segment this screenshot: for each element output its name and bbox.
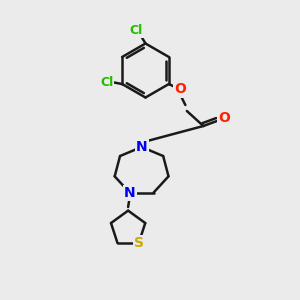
Text: O: O <box>218 112 230 125</box>
Text: Cl: Cl <box>130 24 143 38</box>
Text: Cl: Cl <box>100 76 113 89</box>
Text: N: N <box>124 186 135 200</box>
Text: N: N <box>136 140 147 154</box>
Text: O: O <box>174 82 186 96</box>
Text: S: S <box>134 236 144 250</box>
